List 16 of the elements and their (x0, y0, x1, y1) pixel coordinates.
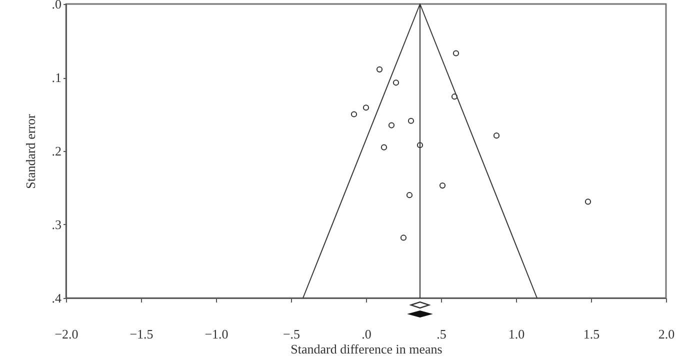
y-tick-label: .2 (52, 144, 62, 158)
x-axis-title: Standard difference in means (290, 342, 442, 356)
x-tick-label: −1.0 (204, 326, 228, 342)
y-tick-label: .1 (52, 70, 62, 85)
y-tick-label: .4 (52, 290, 62, 306)
x-tick-label: −2.0 (54, 326, 78, 342)
x-tick-label: −.5 (282, 326, 300, 342)
x-tick-label: .5 (436, 326, 446, 342)
x-tick-label: 2.0 (658, 326, 675, 342)
x-tick-label: 1.5 (583, 326, 600, 342)
x-tick-label: −1.5 (130, 326, 154, 342)
x-tick-label: .0 (362, 326, 372, 342)
y-tick-label: .3 (52, 217, 62, 232)
y-axis-title: Standard error (22, 113, 38, 189)
x-tick-label: 1.0 (508, 326, 525, 342)
y-tick-label: .0 (52, 0, 62, 12)
